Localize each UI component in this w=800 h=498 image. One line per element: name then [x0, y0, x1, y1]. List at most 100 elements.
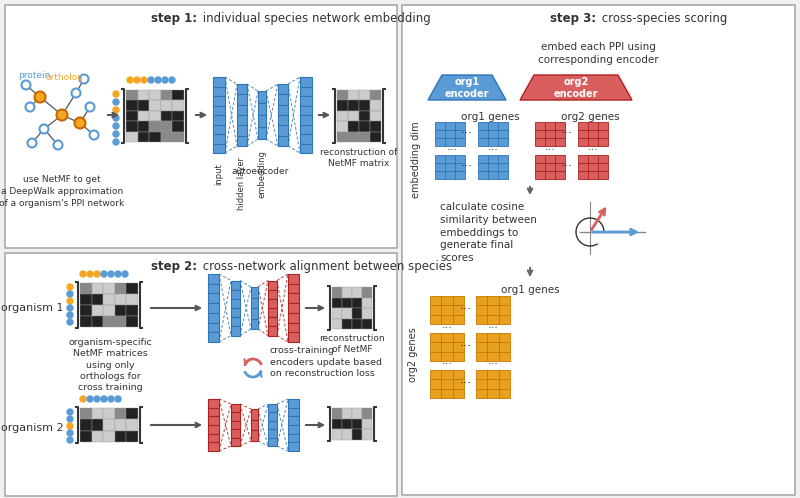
Circle shape: [115, 396, 121, 402]
Bar: [332, 287, 342, 297]
Bar: [498, 171, 508, 179]
Bar: [535, 130, 545, 138]
Bar: [430, 352, 442, 361]
Bar: [430, 342, 442, 352]
Circle shape: [74, 118, 86, 128]
Circle shape: [94, 271, 100, 277]
Text: ···: ···: [460, 377, 472, 390]
Bar: [268, 429, 277, 438]
Circle shape: [134, 77, 140, 83]
Bar: [435, 122, 445, 130]
Bar: [498, 352, 510, 361]
Circle shape: [26, 103, 34, 112]
Bar: [213, 96, 225, 106]
Bar: [161, 121, 173, 131]
Bar: [442, 296, 453, 305]
Bar: [342, 419, 352, 429]
Bar: [578, 130, 588, 138]
Text: embedding: embedding: [258, 150, 266, 198]
Text: ···: ···: [587, 145, 598, 155]
Bar: [231, 421, 240, 429]
Bar: [126, 90, 138, 101]
Circle shape: [113, 91, 119, 97]
Bar: [453, 388, 464, 398]
Bar: [445, 130, 455, 138]
Bar: [352, 408, 362, 419]
Bar: [300, 77, 312, 87]
Bar: [545, 155, 555, 163]
Bar: [91, 408, 103, 419]
Bar: [258, 127, 266, 139]
Bar: [370, 101, 381, 111]
Bar: [332, 408, 342, 419]
Bar: [488, 163, 498, 171]
Bar: [476, 342, 487, 352]
Bar: [476, 296, 487, 305]
Bar: [126, 316, 138, 327]
Circle shape: [67, 312, 73, 318]
Bar: [362, 319, 372, 329]
Bar: [476, 315, 487, 324]
Bar: [91, 316, 103, 327]
Circle shape: [67, 437, 73, 443]
Bar: [498, 305, 510, 315]
Text: cross-training
encoders update based
on reconstruction loss: cross-training encoders update based on …: [270, 347, 382, 377]
Circle shape: [148, 77, 154, 83]
Bar: [300, 87, 312, 96]
Bar: [149, 111, 161, 121]
Text: ···: ···: [487, 359, 498, 369]
Bar: [445, 138, 455, 146]
Bar: [173, 101, 184, 111]
Bar: [208, 332, 219, 342]
Text: organism 2: organism 2: [1, 423, 63, 433]
Bar: [430, 333, 442, 342]
Bar: [476, 370, 487, 379]
Bar: [103, 316, 115, 327]
Bar: [208, 442, 219, 451]
Bar: [278, 105, 288, 115]
Bar: [430, 296, 442, 305]
Polygon shape: [520, 75, 632, 100]
Circle shape: [67, 305, 73, 311]
Text: org1 genes: org1 genes: [501, 285, 559, 295]
Text: reconstruction of
NetMF matrix: reconstruction of NetMF matrix: [320, 148, 398, 168]
Bar: [442, 342, 453, 352]
Bar: [231, 326, 240, 336]
Bar: [578, 163, 588, 171]
Bar: [453, 342, 464, 352]
Circle shape: [127, 77, 133, 83]
Bar: [442, 333, 453, 342]
Bar: [555, 163, 565, 171]
Text: reconstruction
of NetMF: reconstruction of NetMF: [319, 334, 385, 354]
Bar: [126, 305, 138, 316]
Bar: [359, 131, 370, 142]
Bar: [126, 111, 138, 121]
Bar: [498, 155, 508, 163]
Bar: [430, 388, 442, 398]
Circle shape: [155, 77, 161, 83]
Circle shape: [67, 409, 73, 415]
Bar: [91, 419, 103, 431]
Bar: [555, 130, 565, 138]
Bar: [498, 138, 508, 146]
Bar: [337, 131, 348, 142]
Text: org2 genes: org2 genes: [561, 112, 619, 122]
Bar: [445, 171, 455, 179]
Bar: [258, 115, 266, 127]
Circle shape: [94, 396, 100, 402]
Text: org1
encoder: org1 encoder: [445, 77, 490, 99]
Bar: [453, 352, 464, 361]
Text: ortholog: ortholog: [45, 73, 83, 82]
Bar: [208, 274, 219, 284]
Bar: [545, 138, 555, 146]
Bar: [445, 163, 455, 171]
Bar: [126, 294, 138, 305]
Bar: [435, 138, 445, 146]
Bar: [149, 101, 161, 111]
Bar: [348, 101, 359, 111]
Bar: [268, 280, 277, 290]
Text: ···: ···: [442, 359, 453, 369]
Bar: [231, 308, 240, 317]
Bar: [213, 143, 225, 153]
Bar: [300, 124, 312, 134]
